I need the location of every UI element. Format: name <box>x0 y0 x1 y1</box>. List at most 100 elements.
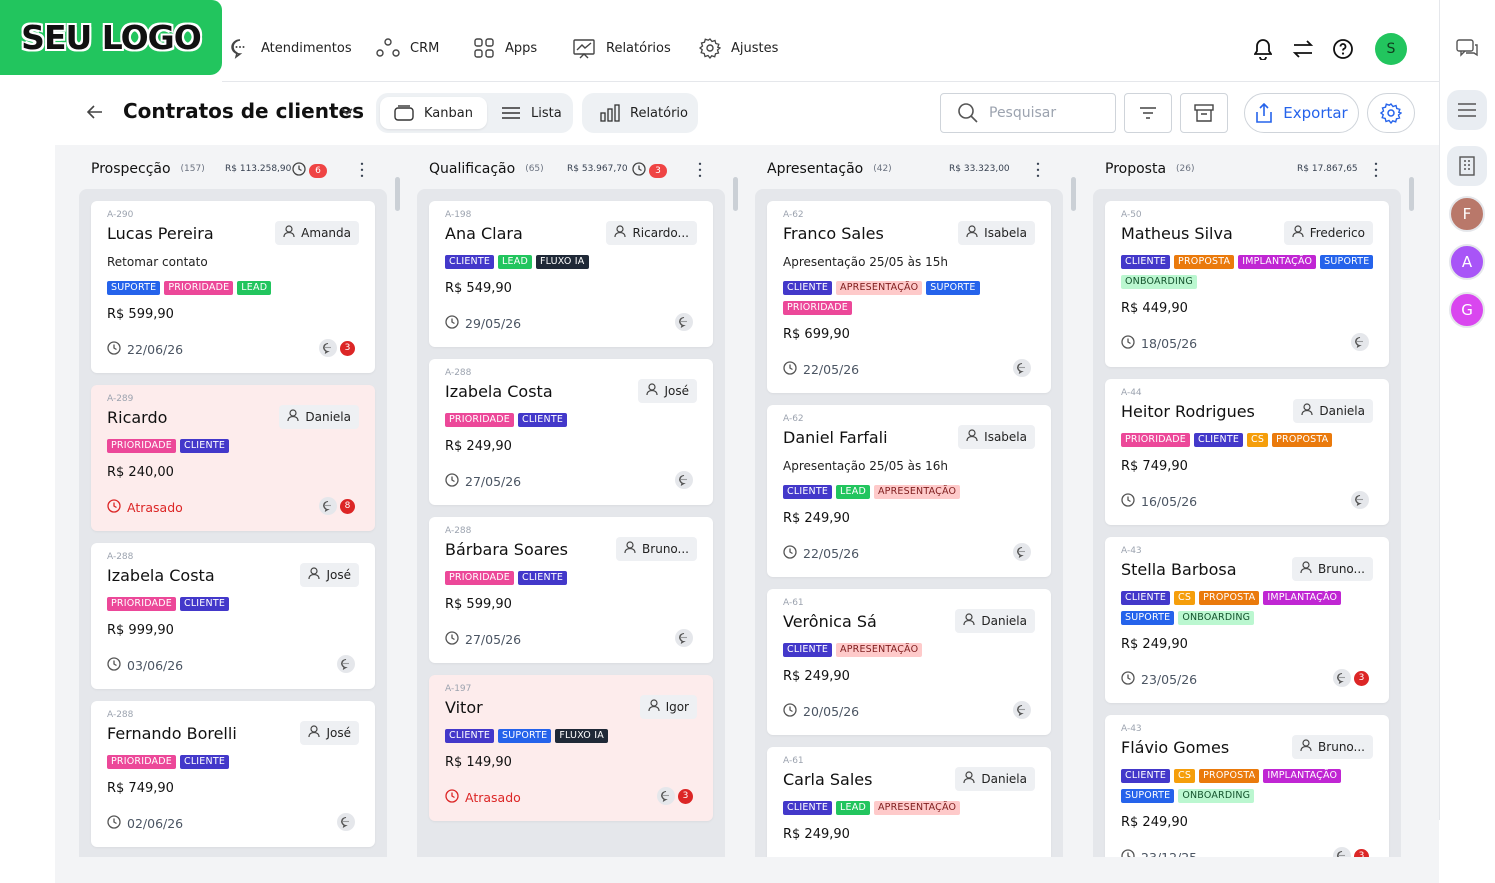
tab-kanban[interactable]: Kanban <box>380 97 487 129</box>
card-comments[interactable] <box>675 471 693 489</box>
card-comments[interactable]: 3 <box>319 339 355 357</box>
export-button[interactable]: Exportar <box>1244 93 1359 133</box>
deal-card[interactable]: A-43 Stella Barbosa Bruno... CLIENTE CS PROPO… <box>1105 537 1389 703</box>
menu-icon[interactable] <box>1447 90 1487 130</box>
deal-card[interactable]: A-288 Bárbara Soares Bruno... PRIORIDADE CLI… <box>429 517 713 663</box>
card-owner[interactable]: Daniela <box>279 405 359 429</box>
deal-card[interactable]: A-62 Franco Sales Isabela Apresentação 25/0… <box>767 201 1051 393</box>
tag-suporte: SUPORTE <box>1320 255 1374 269</box>
card-comments[interactable]: 3 <box>657 787 693 805</box>
scrollbar-thumb[interactable] <box>1409 177 1414 211</box>
scrollbar-thumb[interactable] <box>395 177 400 211</box>
deal-card[interactable]: A-43 Flávio Gomes Bruno... CLIENTE CS PROPOST… <box>1105 715 1389 857</box>
card-owner[interactable]: Frederico <box>1283 221 1373 245</box>
more-options-icon[interactable]: • • • <box>697 160 703 181</box>
card-owner[interactable]: Bruno... <box>1292 557 1373 581</box>
settings-button[interactable] <box>1367 93 1415 133</box>
scrollbar-thumb[interactable] <box>733 177 738 211</box>
card-owner[interactable]: Daniela <box>1293 399 1373 423</box>
deal-card[interactable]: A-288 Izabela Costa José PRIORIDADE CLIENTE R… <box>91 543 375 689</box>
deal-card[interactable]: A-290 Lucas Pereira Amanda Retomar contato S… <box>91 201 375 373</box>
search-input[interactable]: Pesquisar <box>940 93 1116 133</box>
filter-button[interactable] <box>1124 93 1172 133</box>
card-comments[interactable] <box>1013 359 1031 377</box>
deal-card[interactable]: A-44 Heitor Rodrigues Daniela PRIORIDADE CLI… <box>1105 379 1389 525</box>
relatorio-button[interactable]: Relatório <box>582 93 698 133</box>
rail-avatar-g[interactable]: G <box>1449 292 1485 328</box>
card-owner[interactable]: Isabela <box>958 425 1035 449</box>
help-icon[interactable] <box>1331 37 1355 61</box>
deal-card[interactable]: A-61 Verônica Sá Daniela CLIENTE APRESENTAÇÃ… <box>767 589 1051 735</box>
nav-apps[interactable]: Apps <box>473 30 537 66</box>
rail-avatar-f[interactable]: F <box>1449 196 1485 232</box>
nav-relatorios[interactable]: Relatórios <box>572 30 671 66</box>
deal-card[interactable]: A-288 Fernando Borelli José PRIORIDADE CLIEN… <box>91 701 375 847</box>
archive-button[interactable] <box>1180 93 1228 133</box>
card-owner[interactable]: José <box>638 379 697 403</box>
card-client-name: Fernando Borelli <box>107 724 237 743</box>
conversations-icon[interactable] <box>1455 36 1479 60</box>
more-options-icon[interactable]: • • • <box>1035 160 1041 181</box>
card-owner[interactable]: Igor <box>639 695 697 719</box>
card-comments[interactable] <box>675 629 693 647</box>
user-avatar[interactable]: S <box>1375 33 1407 65</box>
deal-card[interactable]: A-198 Ana Clara Ricardo... CLIENTE LEAD FLUXO… <box>429 201 713 347</box>
nav-atendimentos[interactable]: Atendimentos <box>229 30 352 66</box>
deal-card[interactable]: A-289 Ricardo Daniela PRIORIDADE CLIENTE R$ 2… <box>91 385 375 531</box>
card-owner[interactable]: Bruno... <box>1292 735 1373 759</box>
card-owner[interactable]: José <box>300 563 359 587</box>
archive-icon <box>1194 104 1214 122</box>
column-overdue-indicator[interactable]: 3 <box>632 161 667 180</box>
column-scrollbar[interactable] <box>393 165 401 857</box>
deal-card[interactable]: A-62 Daniel Farfali Isabela Apresentação 25… <box>767 405 1051 577</box>
overdue-count-badge: 3 <box>649 163 667 178</box>
switch-arrows-icon[interactable] <box>1291 37 1315 61</box>
logo[interactable]: SEU LOGO <box>0 0 222 75</box>
card-owner[interactable]: Ricardo... <box>606 221 697 245</box>
back-arrow-icon[interactable] <box>85 102 105 122</box>
card-comments[interactable] <box>337 655 355 673</box>
card-comments[interactable] <box>1351 333 1369 351</box>
card-id: A-288 <box>107 710 134 720</box>
card-comments[interactable] <box>675 313 693 331</box>
card-owner[interactable]: Daniela <box>955 767 1035 791</box>
tab-lista[interactable]: Lista <box>487 97 576 129</box>
card-owner[interactable]: Amanda <box>275 221 359 245</box>
card-owner[interactable]: José <box>300 721 359 745</box>
comment-icon <box>319 497 337 515</box>
nav-ajustes[interactable]: Ajustes <box>699 30 778 66</box>
deal-card[interactable]: A-61 Carla Sales Daniela CLIENTE LEAD APRESEN… <box>767 747 1051 857</box>
deal-card[interactable]: A-197 Vitor Igor CLIENTE SUPORTE FLUXO IA R$ 1… <box>429 675 713 821</box>
scrollbar-thumb[interactable] <box>1071 177 1076 211</box>
card-comments[interactable] <box>1351 491 1369 509</box>
card-comments[interactable]: 3 <box>1333 847 1369 857</box>
card-comments[interactable] <box>1013 701 1031 719</box>
owner-name: Amanda <box>301 226 351 240</box>
card-comments[interactable] <box>1013 543 1031 561</box>
deal-card[interactable]: A-288 Izabela Costa José PRIORIDADE CLIENTE R… <box>429 359 713 505</box>
rail-avatar-a[interactable]: A <box>1449 244 1485 280</box>
card-comments[interactable] <box>337 813 355 831</box>
column-scrollbar[interactable] <box>731 165 739 857</box>
building-icon[interactable] <box>1447 146 1487 186</box>
bell-icon[interactable] <box>1252 36 1274 62</box>
card-tags: CLIENTE PROPOSTA IMPLANTAÇÃO SUPORTE ONBOARD… <box>1121 255 1381 289</box>
card-comments[interactable]: 8 <box>319 497 355 515</box>
more-options-icon[interactable]: • • • <box>1373 160 1379 181</box>
deal-card[interactable]: A-50 Matheus Silva Frederico CLIENTE PROPOST… <box>1105 201 1389 367</box>
card-comments[interactable]: 3 <box>1333 669 1369 687</box>
column-scrollbar[interactable] <box>1069 165 1077 857</box>
card-id: A-61 <box>783 598 804 608</box>
clock-icon <box>445 315 465 332</box>
nav-crm[interactable]: CRM <box>376 30 439 66</box>
chevron-down-icon[interactable] <box>339 104 355 120</box>
more-options-icon[interactable]: • • • <box>359 160 365 181</box>
column-overdue-indicator[interactable]: 6 <box>292 161 327 180</box>
column-scrollbar[interactable] <box>1407 165 1415 857</box>
card-owner[interactable]: Daniela <box>955 609 1035 633</box>
due-date-text: 22/05/26 <box>803 546 860 561</box>
card-owner[interactable]: Isabela <box>958 221 1035 245</box>
clock-icon <box>445 473 465 490</box>
tag-cliente: CLIENTE <box>1121 591 1171 605</box>
card-owner[interactable]: Bruno... <box>616 537 697 561</box>
